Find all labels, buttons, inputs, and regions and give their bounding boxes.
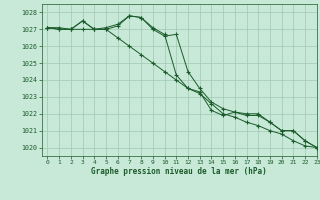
X-axis label: Graphe pression niveau de la mer (hPa): Graphe pression niveau de la mer (hPa) [91, 167, 267, 176]
